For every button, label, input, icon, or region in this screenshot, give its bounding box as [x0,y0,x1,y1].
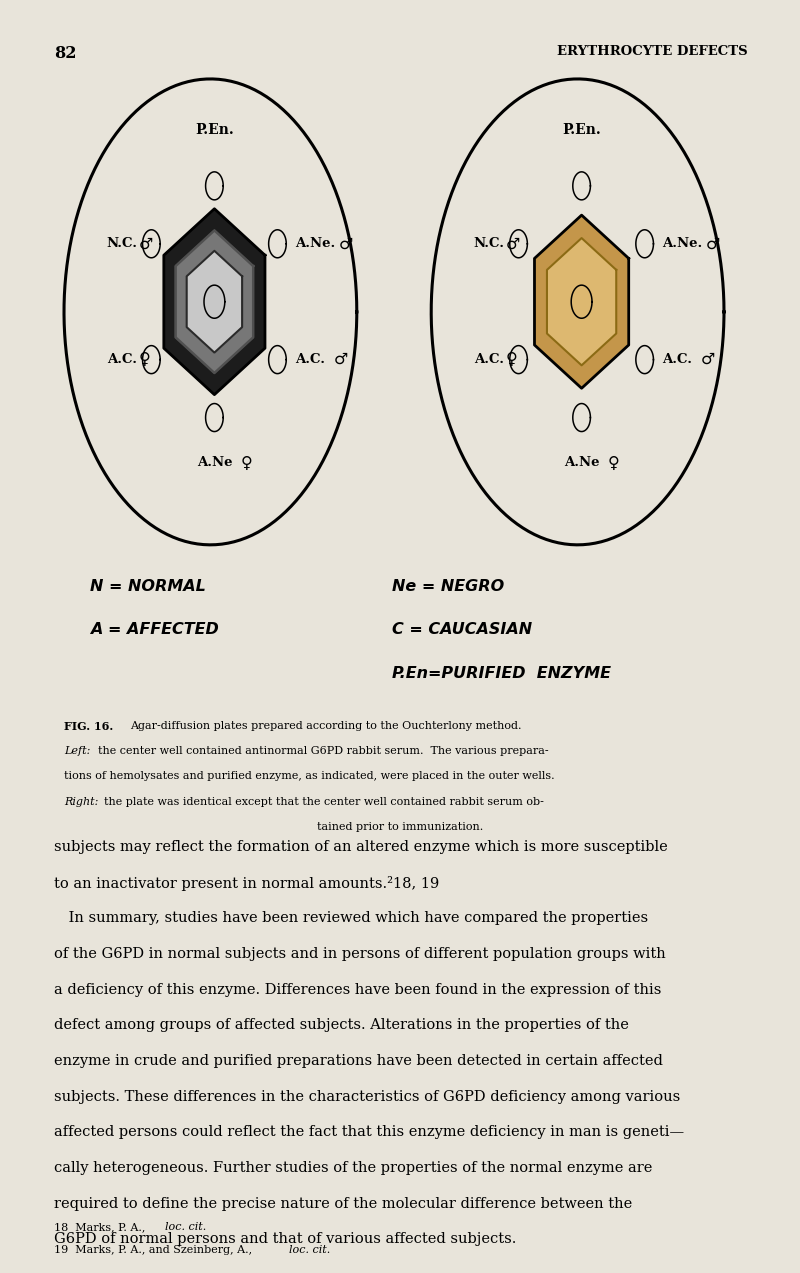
Text: P.En.: P.En. [562,123,601,137]
Text: tions of hemolysates and purified enzyme, as indicated, were placed in the outer: tions of hemolysates and purified enzyme… [64,771,554,782]
Text: 19  Marks, P. A., and Szeinberg, A.,: 19 Marks, P. A., and Szeinberg, A., [54,1245,256,1255]
Text: A.C.: A.C. [662,353,692,367]
Text: 18  Marks, P. A.,: 18 Marks, P. A., [54,1222,150,1232]
Text: loc. cit.: loc. cit. [165,1222,206,1232]
Text: ♂: ♂ [706,237,721,251]
Text: loc. cit.: loc. cit. [289,1245,330,1255]
Text: required to define the precise nature of the molecular difference between the: required to define the precise nature of… [54,1197,633,1211]
Text: N = NORMAL: N = NORMAL [90,579,206,594]
Text: the plate was identical except that the center well contained rabbit serum ob-: the plate was identical except that the … [104,797,544,807]
Text: Left:: Left: [64,746,90,756]
Text: subjects may reflect the formation of an altered enzyme which is more susceptibl: subjects may reflect the formation of an… [54,840,668,854]
Text: cally heterogeneous. Further studies of the properties of the normal enzyme are: cally heterogeneous. Further studies of … [54,1161,653,1175]
Text: A = AFFECTED: A = AFFECTED [90,622,218,638]
Text: FIG. 16.: FIG. 16. [64,721,114,732]
Text: P.En.: P.En. [195,123,234,137]
Text: ♂: ♂ [339,237,354,251]
Text: subjects. These differences in the characteristics of G6PD deficiency among vari: subjects. These differences in the chara… [54,1090,681,1104]
Text: N.C.: N.C. [473,237,504,251]
Text: A.Ne.: A.Ne. [662,237,702,251]
Text: N.C.: N.C. [106,237,137,251]
Text: A.Ne: A.Ne [197,456,232,468]
Polygon shape [186,251,242,353]
Text: ♀: ♀ [241,456,253,471]
Text: Agar-diffusion plates prepared according to the Ouchterlony method.: Agar-diffusion plates prepared according… [130,721,521,731]
Text: enzyme in crude and purified preparations have been detected in certain affected: enzyme in crude and purified preparation… [54,1054,663,1068]
Text: Right:: Right: [64,797,98,807]
Text: ♂: ♂ [701,353,715,367]
Text: a deficiency of this enzyme. Differences have been found in the expression of th: a deficiency of this enzyme. Differences… [54,983,662,997]
Polygon shape [534,215,629,388]
Text: A.C.: A.C. [295,353,325,367]
Text: ♀: ♀ [138,353,150,367]
Polygon shape [164,209,265,395]
Text: P.En=PURIFIED  ENZYME: P.En=PURIFIED ENZYME [392,666,611,681]
Text: ♀: ♀ [608,456,620,471]
Text: tained prior to immunization.: tained prior to immunization. [317,822,483,833]
Text: ♂: ♂ [334,353,348,367]
Text: A.C.: A.C. [474,353,504,367]
Polygon shape [176,230,253,373]
Text: the center well contained antinormal G6PD rabbit serum.  The various prepara-: the center well contained antinormal G6P… [98,746,549,756]
Text: In summary, studies have been reviewed which have compared the properties: In summary, studies have been reviewed w… [54,911,649,925]
Text: ♂: ♂ [506,237,520,251]
Text: of the G6PD in normal subjects and in persons of different population groups wit: of the G6PD in normal subjects and in pe… [54,947,666,961]
Text: affected persons could reflect the fact that this enzyme deficiency in man is ge: affected persons could reflect the fact … [54,1125,685,1139]
Text: ERYTHROCYTE DEFECTS: ERYTHROCYTE DEFECTS [558,45,748,57]
Text: C = CAUCASIAN: C = CAUCASIAN [392,622,532,638]
Text: 82: 82 [54,45,77,61]
Text: A.Ne: A.Ne [564,456,599,468]
Text: ♂: ♂ [138,237,153,251]
Text: A.C.: A.C. [107,353,137,367]
Text: defect among groups of affected subjects. Alterations in the properties of the: defect among groups of affected subjects… [54,1018,630,1032]
Polygon shape [547,238,616,365]
Text: ♀: ♀ [506,353,518,367]
Text: Ne = NEGRO: Ne = NEGRO [392,579,504,594]
Text: A.Ne.: A.Ne. [295,237,335,251]
Text: G6PD of normal persons and that of various affected subjects.: G6PD of normal persons and that of vario… [54,1232,517,1246]
Text: to an inactivator present in normal amounts.²18, 19: to an inactivator present in normal amou… [54,876,440,891]
